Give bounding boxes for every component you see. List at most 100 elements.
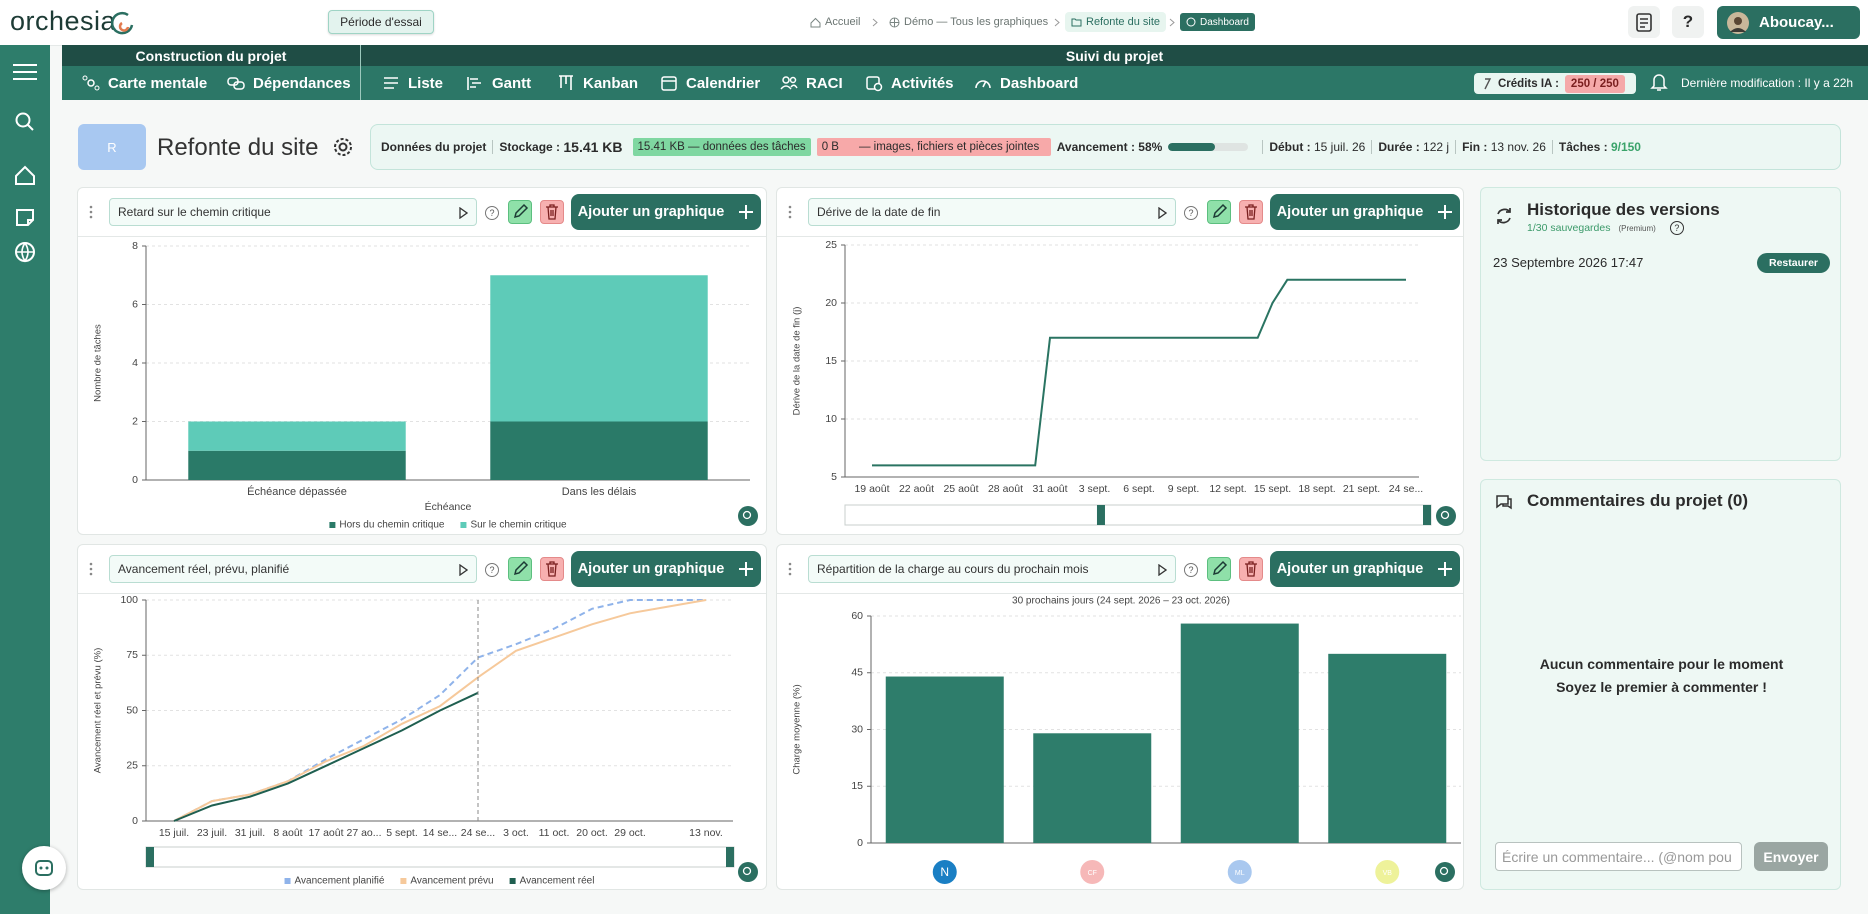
home-icon[interactable]: [15, 165, 35, 185]
help-icon[interactable]: ?: [1184, 563, 1198, 577]
drag-handle[interactable]: [88, 205, 94, 219]
breadcrumb-text: Dashboard: [1200, 16, 1249, 28]
x-tick-label: 28 août: [988, 483, 1023, 495]
globe-icon[interactable]: [15, 242, 35, 263]
x-tick-label: 9 sept.: [1168, 483, 1200, 495]
restore-button[interactable]: Restaurer: [1757, 253, 1830, 273]
progress-fill: [1168, 143, 1215, 151]
plan: (Premium): [1618, 223, 1656, 233]
comments-title: Commentaires du projet (0): [1527, 491, 1749, 510]
files-label: — images, fichiers et pièces jointes: [858, 141, 1040, 153]
nav-tab-active[interactable]: Dashboard: [974, 66, 1078, 100]
delete-button[interactable]: [540, 557, 564, 581]
nav-tab[interactable]: Liste: [382, 66, 443, 100]
delete-button[interactable]: [540, 200, 564, 224]
breadcrumb-item[interactable]: Démo — Tous les graphiques: [889, 14, 1048, 30]
tasks-button[interactable]: [1628, 6, 1660, 38]
folder-icon: [1071, 18, 1082, 27]
separator: [78, 236, 766, 237]
drag-handle[interactable]: [787, 205, 793, 219]
bell-icon[interactable]: [1650, 72, 1668, 92]
zoom-icon: [1439, 866, 1449, 876]
breadcrumb-item[interactable]: Refonte du site: [1065, 12, 1166, 32]
add-chart-button[interactable]: Ajouter un graphique: [571, 551, 761, 587]
help-icon[interactable]: ?: [485, 206, 499, 220]
tab-icon: [559, 75, 573, 90]
breadcrumb-current[interactable]: Dashboard: [1180, 13, 1255, 31]
drag-handle[interactable]: [88, 562, 94, 576]
logo[interactable]: orchesia: [10, 6, 117, 36]
chart-selector[interactable]: Avancement réel, prévu, planifié: [109, 555, 477, 583]
tab-label: Activités: [891, 74, 954, 92]
note-icon[interactable]: [16, 209, 34, 226]
chart-selector[interactable]: Dérive de la date de fin: [808, 198, 1176, 226]
settings-icon[interactable]: [331, 135, 355, 159]
edit-button[interactable]: [508, 557, 532, 581]
chart-title: Dérive de la date de fin: [817, 205, 941, 219]
legend-label: Avancement réel: [520, 876, 595, 887]
version-date: 23 Septembre 2026 17:47: [1493, 255, 1644, 270]
nav-group-title: Suivi du projet: [1065, 47, 1164, 64]
nav-tab[interactable]: Gantt: [466, 66, 531, 100]
x-tick-label: 18 sept.: [1298, 483, 1335, 495]
edit-button[interactable]: [1207, 200, 1231, 224]
progress-value: 58%: [1138, 140, 1163, 154]
user-avatar: [1727, 11, 1749, 34]
help-icon[interactable]: ?: [1184, 206, 1198, 220]
assistant-button[interactable]: [22, 846, 66, 890]
credits[interactable]: Crédits IA : 250 / 250: [1474, 73, 1636, 94]
tab-label: Carte mentale: [108, 74, 208, 92]
help-icon[interactable]: ?: [485, 563, 499, 577]
y-tick-label: 15: [851, 780, 863, 792]
nav-tab[interactable]: RACI: [780, 66, 843, 100]
plus-icon: [739, 562, 754, 576]
help-button[interactable]: ?: [1672, 6, 1704, 38]
menu-icon[interactable]: [13, 64, 37, 80]
breadcrumb-item[interactable]: Accueil: [810, 14, 860, 30]
add-chart-button[interactable]: Ajouter un graphique: [1270, 194, 1460, 230]
legend-item: Hors du chemin critique: [329, 520, 445, 531]
tasks-value: 9/150: [1610, 140, 1641, 154]
trial-button[interactable]: Période d'essai: [328, 10, 434, 34]
chart: 5 10 15 20 25 Dérive de la date de fin (j) 19 …: [792, 239, 1456, 526]
legend-item: Avancement planifié: [284, 876, 385, 887]
files-pill: 0 B — images, fichiers et pièces jointes: [816, 138, 1051, 156]
zoom-button: [738, 506, 758, 526]
send-button[interactable]: Envoyer: [1754, 842, 1828, 871]
slider-handle: [146, 847, 154, 867]
nav-tab[interactable]: Activités: [865, 66, 954, 100]
help-icon[interactable]: ?: [1669, 221, 1684, 235]
nav-groups: [62, 45, 1868, 66]
category-avatar: [932, 860, 957, 884]
x-tick-label: 24 se...: [461, 827, 495, 839]
y-tick-label: 30: [851, 723, 863, 735]
delete-button[interactable]: [1239, 557, 1263, 581]
drag-handle[interactable]: [787, 562, 793, 576]
chart-selector[interactable]: Répartition de la charge au cours du pro…: [808, 555, 1176, 583]
x-tick-label: 8 août: [273, 827, 302, 839]
legend-swatch: [509, 878, 516, 884]
end-label: Fin :: [1462, 140, 1488, 154]
nav-tab[interactable]: Kanban: [557, 66, 638, 100]
add-chart-button[interactable]: Ajouter un graphique: [1270, 551, 1460, 587]
legend-swatch: [284, 878, 291, 884]
edit-button[interactable]: [1207, 557, 1231, 581]
slider-handle: [726, 847, 734, 867]
nav-tab[interactable]: Dépendances: [227, 66, 351, 100]
modified-value: Il y a 22h: [1804, 76, 1854, 90]
search-icon[interactable]: [15, 112, 34, 131]
chart-selector[interactable]: Retard sur le chemin critique: [109, 198, 477, 226]
edit-button[interactable]: [508, 200, 532, 224]
x-tick-label: 3 sept.: [1079, 483, 1111, 495]
x-tick-label: 12 sept.: [1209, 483, 1246, 495]
play-icon: [1158, 564, 1167, 576]
nav-tab[interactable]: Calendrier: [660, 66, 760, 100]
comment-input[interactable]: Écrire un commentaire... (@nom pou: [1495, 842, 1742, 871]
delete-button[interactable]: [1239, 200, 1263, 224]
credits-label: Crédits IA :: [1498, 77, 1559, 90]
nav-tab[interactable]: Carte mentale: [82, 66, 207, 100]
user-button[interactable]: Aboucay...: [1717, 6, 1860, 39]
chevron: [872, 18, 878, 27]
edit-icon: [513, 203, 529, 219]
add-chart-button[interactable]: Ajouter un graphique: [571, 194, 761, 230]
